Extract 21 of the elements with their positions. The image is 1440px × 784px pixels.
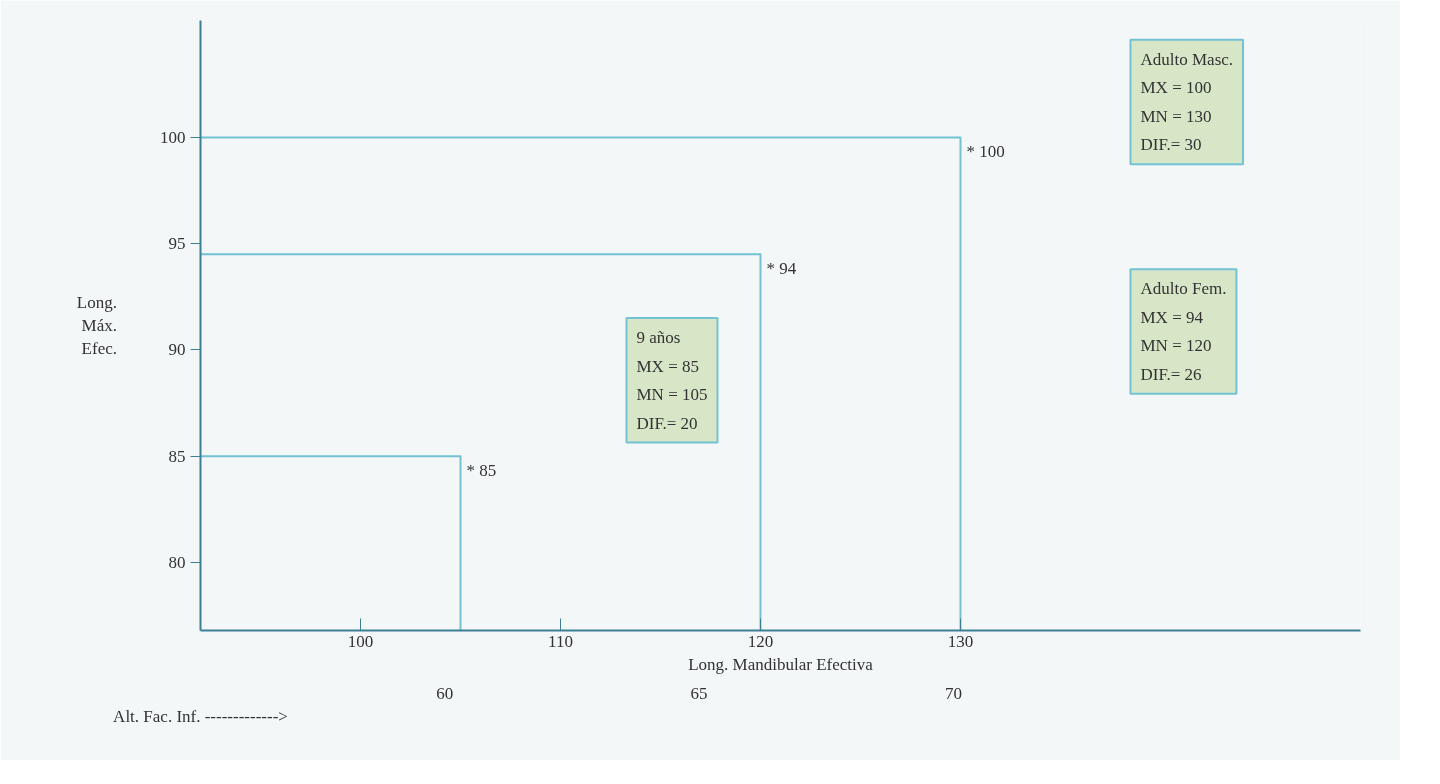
data-label: * 100 xyxy=(966,141,1005,161)
x-tick-label: 110 xyxy=(548,631,573,651)
annotation: 9 años MX = 85 MN = 105 DIF.= 20 xyxy=(636,328,708,433)
x-tick-label: 100 xyxy=(347,631,374,651)
x2-tick-label: 70 xyxy=(944,683,962,703)
y-tick-label: 90 xyxy=(168,340,186,360)
x-axis-title: Long. Mandibular Efectiva xyxy=(688,654,874,674)
y-tick-label: 100 xyxy=(160,127,186,147)
x2-tick-label: 60 xyxy=(436,683,454,703)
annotation: Adulto Masc. MX = 100 MN = 130 DIF.= 30 xyxy=(1140,49,1234,155)
y-tick-label: 95 xyxy=(168,234,186,254)
data-label: * 94 xyxy=(766,258,797,278)
x2-tick-label: 65 xyxy=(690,683,708,703)
x-tick-label: 130 xyxy=(947,631,974,651)
y-tick-label: 85 xyxy=(168,446,186,466)
data-label: * 85 xyxy=(466,460,497,480)
annotation: Adulto Fem. MX = 94 MN = 120 DIF.= 26 xyxy=(1140,279,1227,384)
y-axis-title: Long. Máx. Efec. xyxy=(76,293,118,358)
x2-axis-title: Alt. Fac. Inf. -------------> xyxy=(113,706,288,726)
x-tick-label: 120 xyxy=(747,631,774,651)
y-tick-label: 80 xyxy=(168,552,186,572)
